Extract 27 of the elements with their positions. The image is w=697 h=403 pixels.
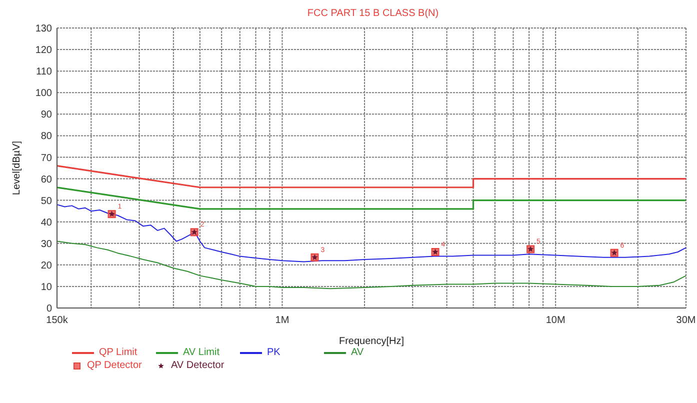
y-tick-label: 10 xyxy=(40,282,52,294)
y-tick-label: 90 xyxy=(40,110,52,121)
legend-label: AV Detector xyxy=(171,360,224,371)
legend-label: QP Detector xyxy=(87,360,142,371)
y-tick-label: 0 xyxy=(46,304,52,315)
y-tick-label: 50 xyxy=(40,196,52,207)
x-axis-title: Frequency[Hz] xyxy=(338,336,404,347)
y-tick-label: 70 xyxy=(40,152,52,164)
y-axis-title: Level[dBµV] xyxy=(12,140,23,196)
y-tick-label: 30 xyxy=(40,238,52,250)
legend-label: QP Limit xyxy=(99,347,138,358)
y-tick-label: 20 xyxy=(40,260,52,272)
y-tick-label: 130 xyxy=(35,24,52,35)
legend-label: AV Limit xyxy=(183,347,220,358)
legend-label: AV xyxy=(351,347,364,358)
chart-title: FCC PART 15 B CLASS B(N) xyxy=(306,8,440,21)
y-tick-label: 80 xyxy=(40,131,52,142)
y-tick-label: 120 xyxy=(35,45,52,56)
y-tick-label: 40 xyxy=(40,217,52,228)
legend-label: PK xyxy=(267,347,280,358)
y-tick-label: 110 xyxy=(36,66,52,78)
x-tick-label: 10M xyxy=(546,315,566,326)
x-tick-label: 30M xyxy=(676,315,696,326)
y-tick-label: 60 xyxy=(40,174,52,186)
x-tick-label: 150k xyxy=(46,315,69,326)
x-tick-label: 1M xyxy=(275,315,290,326)
y-tick-label: 100 xyxy=(35,88,52,100)
